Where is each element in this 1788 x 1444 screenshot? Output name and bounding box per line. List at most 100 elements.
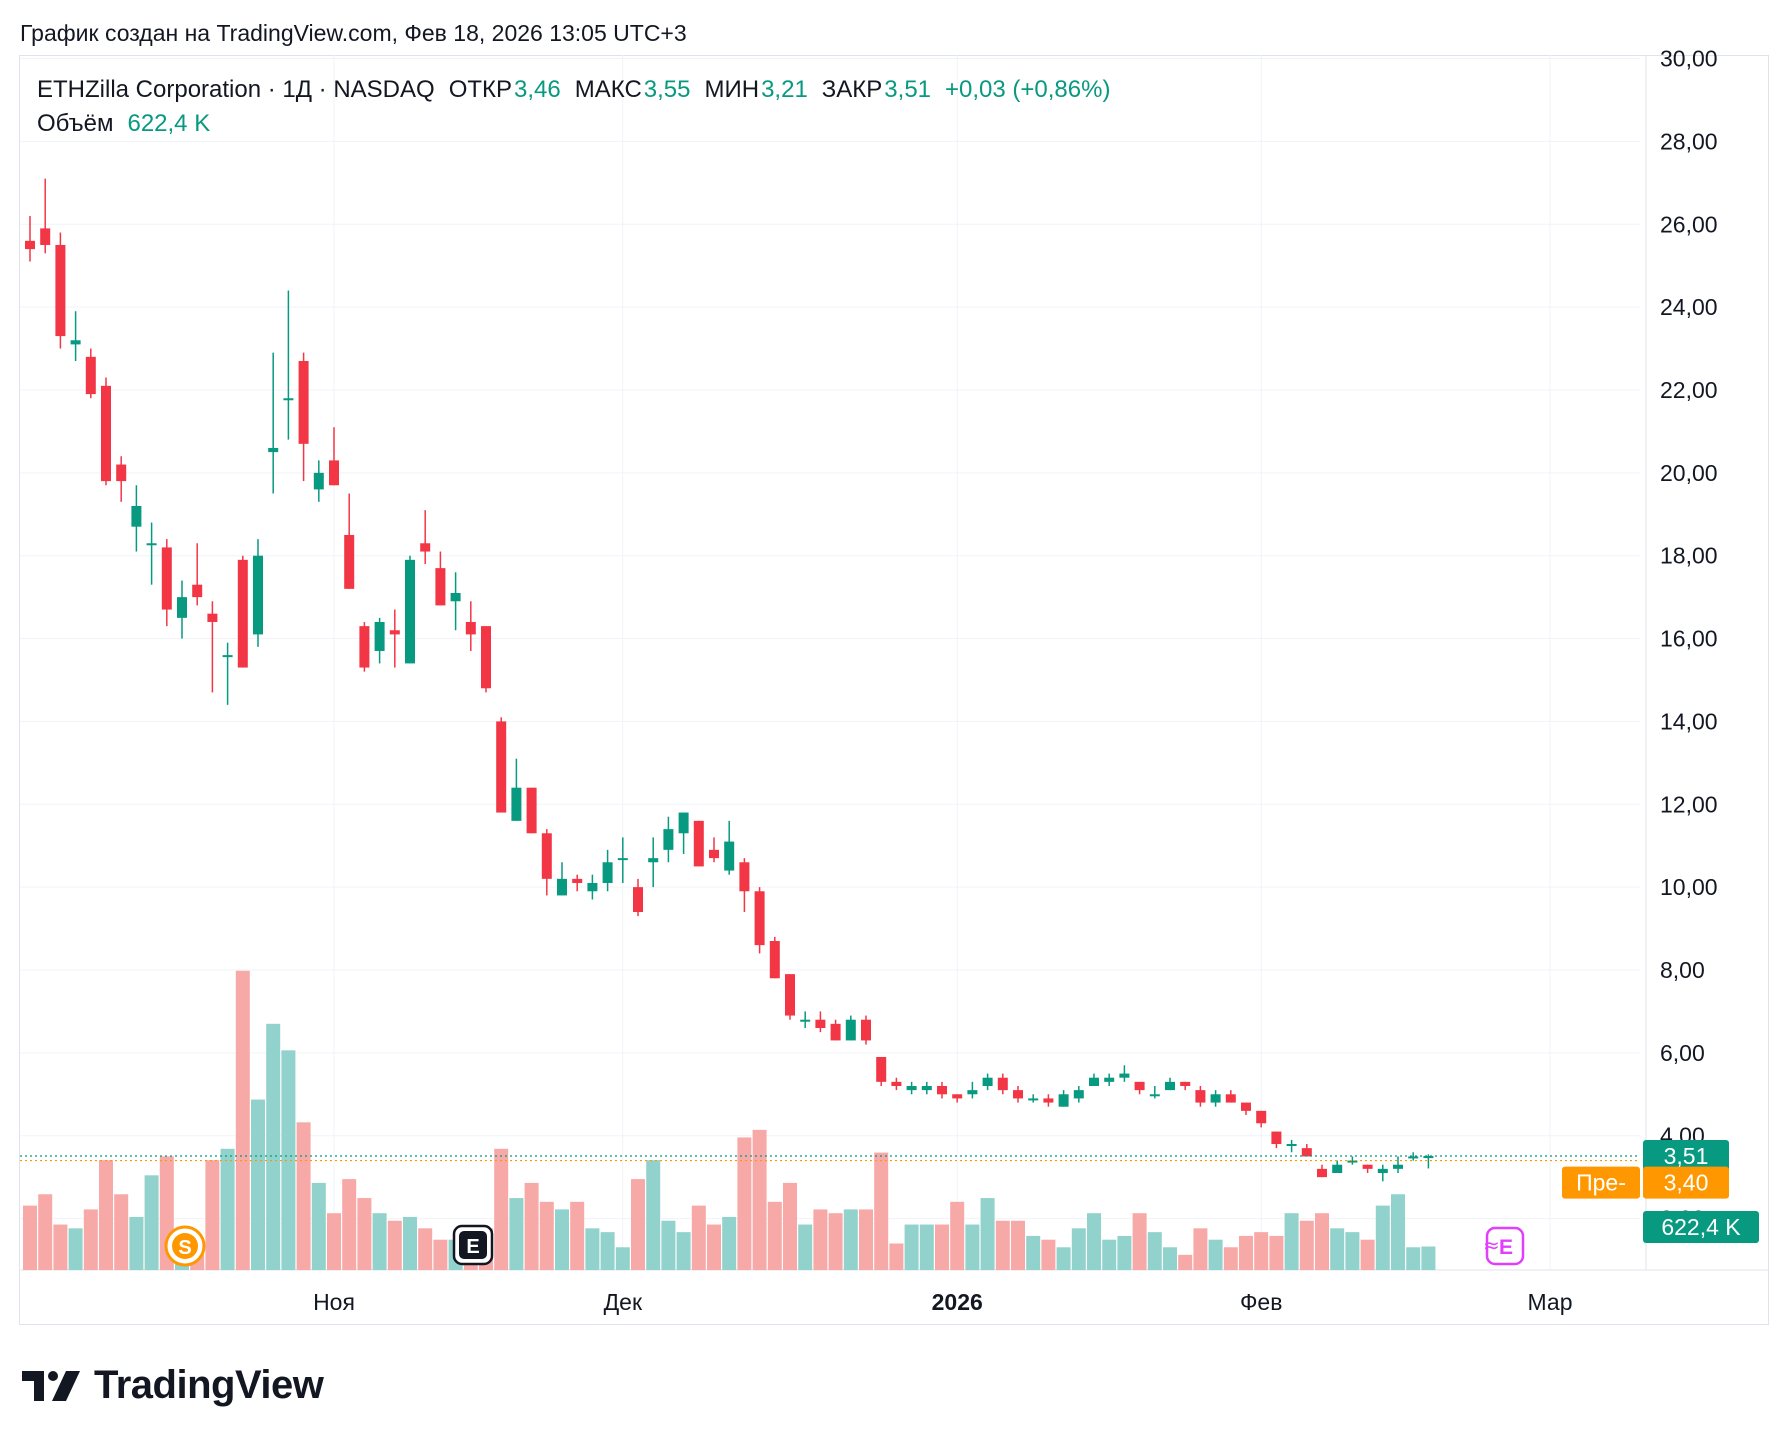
volume-tag[interactable] xyxy=(1643,1211,1759,1243)
volume-bar[interactable] xyxy=(661,1220,676,1270)
volume-bar[interactable] xyxy=(646,1160,661,1270)
candle-body[interactable] xyxy=(1286,1143,1297,1146)
volume-bar[interactable] xyxy=(919,1224,934,1270)
candle-body[interactable] xyxy=(131,505,142,527)
candle-body[interactable] xyxy=(587,882,598,892)
volume-bar[interactable] xyxy=(1178,1254,1193,1270)
volume-bar[interactable] xyxy=(251,1099,265,1270)
candle-body[interactable] xyxy=(298,360,309,444)
volume-bar[interactable] xyxy=(1375,1205,1390,1270)
candle-body[interactable] xyxy=(1317,1168,1327,1178)
candle-body[interactable] xyxy=(785,974,795,1016)
candle-body[interactable] xyxy=(617,858,628,861)
volume-bar[interactable] xyxy=(311,1182,326,1270)
candle-body[interactable] xyxy=(465,621,476,635)
candle-body[interactable] xyxy=(496,721,507,813)
volume-bar[interactable] xyxy=(889,1243,904,1270)
candle-body[interactable] xyxy=(359,626,370,668)
volume-bar[interactable] xyxy=(995,1220,1010,1270)
volume-bar[interactable] xyxy=(813,1209,828,1270)
candle-body[interactable] xyxy=(1362,1164,1373,1169)
candle-body[interactable] xyxy=(921,1085,932,1091)
volume-bar[interactable] xyxy=(1011,1220,1025,1270)
candle-body[interactable] xyxy=(693,820,704,867)
candle-body[interactable] xyxy=(1347,1160,1358,1163)
candle-body[interactable] xyxy=(769,940,780,979)
volume-bar[interactable] xyxy=(372,1213,387,1270)
volume-bar[interactable] xyxy=(220,1148,235,1270)
candle-body[interactable] xyxy=(85,356,96,395)
volume-bar[interactable] xyxy=(433,1239,448,1270)
candle-body[interactable] xyxy=(511,787,522,821)
candle-body[interactable] xyxy=(481,626,491,689)
volume-bar[interactable] xyxy=(783,1182,797,1270)
candle-body[interactable] xyxy=(937,1085,947,1095)
volume-bar[interactable] xyxy=(843,1209,858,1270)
volume-bar[interactable] xyxy=(53,1224,68,1270)
volume-bar[interactable] xyxy=(1223,1247,1238,1270)
candle-body[interactable] xyxy=(663,829,674,850)
candle-body[interactable] xyxy=(1423,1156,1434,1159)
volume-bar[interactable] xyxy=(1315,1213,1329,1270)
volume-bar[interactable] xyxy=(1406,1247,1421,1270)
volume-bar[interactable] xyxy=(114,1194,129,1270)
volume-bar[interactable] xyxy=(1208,1239,1223,1270)
volume-bar[interactable] xyxy=(1391,1194,1405,1270)
candle-body[interactable] xyxy=(739,862,750,892)
candle-body[interactable] xyxy=(1089,1077,1099,1086)
volume-bar[interactable] xyxy=(1254,1232,1269,1270)
candle-body[interactable] xyxy=(952,1094,963,1099)
volume-bar[interactable] xyxy=(539,1201,554,1270)
volume-bar[interactable] xyxy=(1421,1246,1436,1270)
candle-body[interactable] xyxy=(1043,1098,1054,1103)
volume-bar[interactable] xyxy=(418,1228,433,1270)
volume-bar[interactable] xyxy=(281,1050,296,1270)
candle-body[interactable] xyxy=(1028,1098,1039,1101)
candle-body[interactable] xyxy=(116,464,127,482)
candle-body[interactable] xyxy=(420,543,431,552)
volume-bar[interactable] xyxy=(357,1198,372,1270)
volume-bar[interactable] xyxy=(1345,1232,1360,1270)
candle-body[interactable] xyxy=(1271,1131,1282,1144)
volume-bar[interactable] xyxy=(342,1179,357,1270)
volume-bar[interactable] xyxy=(859,1209,873,1270)
candle-body[interactable] xyxy=(25,240,35,250)
volume-bar[interactable] xyxy=(935,1224,949,1270)
candle-body[interactable] xyxy=(648,858,659,863)
candle-body[interactable] xyxy=(344,534,355,589)
candle-body[interactable] xyxy=(997,1077,1008,1091)
volume-bar[interactable] xyxy=(828,1213,843,1270)
candle-body[interactable] xyxy=(1013,1090,1023,1099)
candle-body[interactable] xyxy=(435,568,446,606)
candle-body[interactable] xyxy=(1210,1094,1221,1103)
candle-body[interactable] xyxy=(709,849,719,859)
volume-bar[interactable] xyxy=(752,1129,767,1270)
volume-bar[interactable] xyxy=(129,1216,144,1270)
candle-body[interactable] xyxy=(389,630,400,635)
tradingview-logo[interactable]: TradingView xyxy=(22,1363,324,1408)
volume-bar[interactable] xyxy=(1071,1228,1086,1270)
candle-body[interactable] xyxy=(967,1090,978,1095)
candle-body[interactable] xyxy=(1165,1081,1175,1091)
candle-body[interactable] xyxy=(845,1019,856,1041)
candle-body[interactable] xyxy=(268,447,279,453)
candle-body[interactable] xyxy=(283,398,294,401)
premarket-label-tag[interactable] xyxy=(1562,1166,1640,1199)
candle-body[interactable] xyxy=(830,1023,841,1041)
candle-body[interactable] xyxy=(70,340,81,345)
candle-body[interactable] xyxy=(329,460,339,486)
candle-body[interactable] xyxy=(876,1056,887,1082)
candle-body[interactable] xyxy=(572,878,583,883)
candle-body[interactable] xyxy=(1195,1090,1206,1103)
volume-bar[interactable] xyxy=(798,1224,813,1270)
candle-body[interactable] xyxy=(146,543,157,546)
volume-bar[interactable] xyxy=(23,1205,37,1270)
volume-bar[interactable] xyxy=(1147,1232,1162,1270)
candle-body[interactable] xyxy=(861,1019,871,1041)
volume-bar[interactable] xyxy=(235,970,250,1270)
candle-body[interactable] xyxy=(557,878,567,896)
candle-body[interactable] xyxy=(55,244,66,337)
volume-bar[interactable] xyxy=(1026,1235,1041,1270)
candle-body[interactable] xyxy=(161,547,172,610)
